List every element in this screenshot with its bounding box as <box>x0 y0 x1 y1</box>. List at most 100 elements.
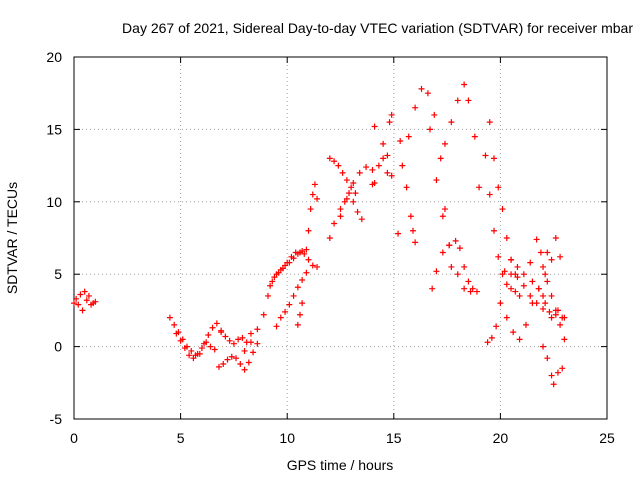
data-point <box>348 184 355 191</box>
data-point <box>245 359 252 366</box>
data-point <box>218 329 225 336</box>
data-point <box>282 308 289 315</box>
data-point <box>516 292 523 299</box>
data-point <box>403 184 410 191</box>
data-point <box>388 111 395 118</box>
data-point <box>508 271 515 278</box>
data-point <box>198 345 205 352</box>
series-s19 <box>429 237 476 292</box>
data-point <box>510 329 517 336</box>
data-point <box>350 198 357 205</box>
data-point <box>190 355 197 362</box>
data-point <box>508 285 515 292</box>
data-point <box>71 300 77 307</box>
data-point <box>407 213 414 220</box>
data-point <box>412 104 419 111</box>
data-point <box>254 340 261 347</box>
series-s13 <box>337 190 365 223</box>
data-point <box>399 162 406 169</box>
data-point <box>544 278 551 285</box>
data-point <box>465 97 472 104</box>
data-point <box>559 365 566 372</box>
data-point <box>461 263 468 270</box>
data-point <box>554 307 561 314</box>
data-point <box>311 181 318 188</box>
data-point <box>488 334 495 341</box>
data-point <box>461 285 468 292</box>
data-point <box>388 172 395 179</box>
data-point <box>499 206 506 213</box>
data-point <box>516 336 523 343</box>
data-point <box>380 155 387 162</box>
data-point <box>279 265 286 272</box>
x-tick-label: 15 <box>386 430 402 446</box>
data-point <box>427 126 434 133</box>
x-axis-label: GPS time / hours <box>287 457 394 473</box>
data-point <box>380 140 387 147</box>
data-point <box>309 262 316 269</box>
data-point <box>424 90 431 97</box>
tick-layer: 0 5 10 15 20 25 -5 0 5 10 15 20 <box>46 49 615 446</box>
data-point <box>448 263 455 270</box>
data-point <box>439 213 446 220</box>
data-point <box>241 347 248 354</box>
data-point <box>491 155 498 162</box>
data-point <box>326 235 333 241</box>
data-point <box>171 321 178 328</box>
series-s29 <box>544 235 564 263</box>
data-point <box>554 369 561 376</box>
data-point <box>375 162 382 169</box>
data-point <box>446 242 453 249</box>
data-point <box>542 300 549 307</box>
data-point <box>331 220 338 227</box>
data-point <box>354 208 361 215</box>
data-point <box>343 177 350 184</box>
series-s5 <box>241 246 310 354</box>
series-s4 <box>218 329 254 347</box>
data-point <box>520 282 527 289</box>
data-point <box>456 245 463 252</box>
data-point <box>203 339 210 346</box>
data-point <box>296 249 303 256</box>
data-point <box>437 155 444 162</box>
data-point <box>207 343 214 350</box>
data-point <box>542 271 549 278</box>
data-point <box>548 256 555 263</box>
data-point <box>533 300 540 307</box>
data-point <box>75 301 82 308</box>
data-point <box>533 236 540 243</box>
data-point <box>194 350 201 357</box>
data-point <box>491 227 498 234</box>
data-point <box>418 85 425 92</box>
data-point <box>529 278 536 285</box>
series-s22 <box>486 119 519 278</box>
series-s21 <box>482 152 523 299</box>
series-s26 <box>508 236 549 278</box>
data-point <box>501 268 508 275</box>
series-s11 <box>326 164 376 241</box>
series-s24 <box>497 285 547 343</box>
data-point <box>544 249 551 256</box>
data-point <box>265 292 272 299</box>
data-point <box>337 213 344 220</box>
y-tick-label: -5 <box>50 411 63 427</box>
series-s1 <box>166 314 225 359</box>
data-point <box>358 216 365 223</box>
data-point <box>557 253 564 260</box>
data-point <box>269 278 276 285</box>
data-point <box>384 152 391 159</box>
data-point <box>514 263 521 270</box>
data-point <box>228 353 235 360</box>
data-point <box>540 305 547 312</box>
data-point <box>331 158 338 165</box>
data-point <box>561 314 568 321</box>
series-s16 <box>395 137 419 246</box>
data-point <box>181 345 188 352</box>
data-point <box>326 155 333 162</box>
data-point <box>309 191 316 198</box>
data-point <box>173 330 180 337</box>
data-point <box>224 356 231 363</box>
y-tick-label: 5 <box>54 266 62 282</box>
x-tick-label: 10 <box>279 430 295 446</box>
data-point <box>177 337 184 344</box>
